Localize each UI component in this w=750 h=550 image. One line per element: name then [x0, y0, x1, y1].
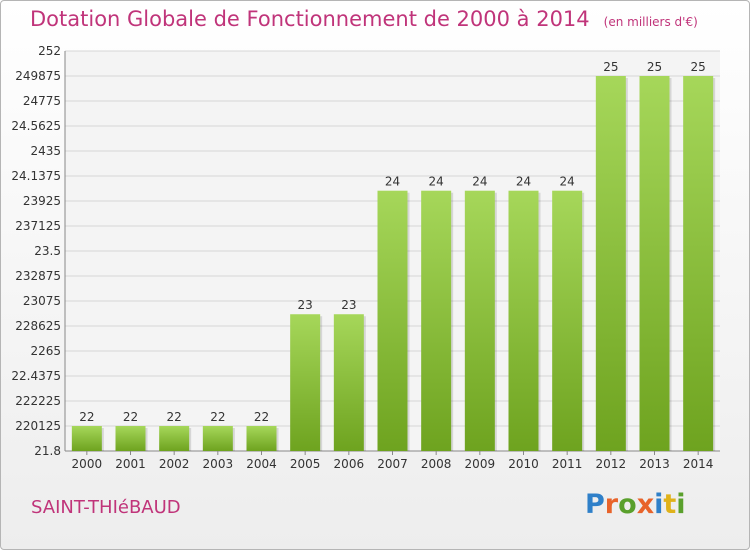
chart-title-text: Dotation Globale de Fonctionnement de 20…	[30, 7, 590, 31]
logo-letter: t	[663, 489, 677, 520]
y-tick-label: 252	[38, 44, 61, 58]
y-tick-label: 222225	[15, 394, 61, 408]
y-tick-label: 23925	[23, 194, 61, 208]
y-tick-label: 24.1375	[11, 169, 61, 183]
y-tick-label: 237125	[15, 219, 61, 233]
x-tick-label: 2009	[465, 457, 496, 471]
x-tick-label: 2005	[290, 457, 321, 471]
bar	[464, 190, 495, 452]
data-label: 24	[429, 175, 444, 189]
bar	[202, 426, 233, 451]
y-tick-label: 2435	[30, 144, 61, 158]
y-tick-label: 21.8	[34, 444, 61, 458]
logo-letter: i	[676, 489, 686, 520]
logo-letter: i	[654, 489, 664, 520]
x-tick-label: 2011	[552, 457, 583, 471]
bar	[683, 76, 714, 451]
y-tick-label: 23.5	[34, 244, 61, 258]
data-label: 25	[603, 60, 618, 74]
logo-letter: P	[585, 489, 605, 520]
bar	[639, 76, 670, 451]
chart-unit: (en milliers d'€)	[603, 15, 698, 29]
data-label: 24	[560, 175, 575, 189]
bar	[246, 426, 277, 451]
y-tick-label: 23075	[23, 294, 61, 308]
bar	[595, 76, 626, 451]
bar	[333, 314, 364, 451]
x-tick-label: 2012	[596, 457, 627, 471]
data-label: 22	[123, 410, 138, 424]
data-label: 23	[341, 298, 356, 312]
logo-letter: r	[604, 489, 619, 520]
bar	[377, 190, 408, 452]
bar	[552, 190, 583, 452]
bar	[115, 426, 146, 451]
x-tick-label: 2014	[683, 457, 714, 471]
x-tick-label: 2001	[115, 457, 146, 471]
x-tick-label: 2010	[508, 457, 539, 471]
x-tick-label: 2006	[334, 457, 365, 471]
logo-letter: o	[618, 489, 637, 520]
data-label: 25	[647, 60, 662, 74]
data-label: 22	[210, 410, 225, 424]
data-label: 24	[516, 175, 531, 189]
x-tick-label: 2007	[377, 457, 408, 471]
x-tick-label: 2000	[72, 457, 103, 471]
x-tick-label: 2004	[246, 457, 277, 471]
data-label: 22	[79, 410, 94, 424]
bar	[508, 190, 539, 452]
data-label: 25	[691, 60, 706, 74]
bar	[290, 314, 321, 451]
data-label: 24	[472, 175, 487, 189]
data-label: 23	[298, 298, 313, 312]
data-label: 22	[167, 410, 182, 424]
y-tick-label: 24.5625	[11, 119, 61, 133]
x-tick-label: 2008	[421, 457, 452, 471]
commune-name: SAINT-THIéBAUD	[31, 497, 181, 518]
x-tick-label: 2002	[159, 457, 190, 471]
y-tick-label: 228625	[15, 319, 61, 333]
logo-letter: x	[636, 489, 655, 520]
y-tick-label: 22.4375	[11, 369, 61, 383]
x-tick-label: 2013	[639, 457, 670, 471]
bar	[159, 426, 190, 451]
data-label: 24	[385, 175, 400, 189]
y-tick-label: 24775	[23, 94, 61, 108]
bar	[421, 190, 452, 452]
y-tick-label: 232875	[15, 269, 61, 283]
bar	[71, 426, 102, 451]
y-tick-label: 2265	[30, 344, 61, 358]
proxiti-logo: Proxiti	[585, 489, 686, 520]
data-label: 22	[254, 410, 269, 424]
chart-title: Dotation Globale de Fonctionnement de 20…	[30, 7, 698, 31]
y-tick-label: 220125	[15, 419, 61, 433]
y-tick-label: 249875	[15, 69, 61, 83]
x-tick-label: 2003	[203, 457, 234, 471]
